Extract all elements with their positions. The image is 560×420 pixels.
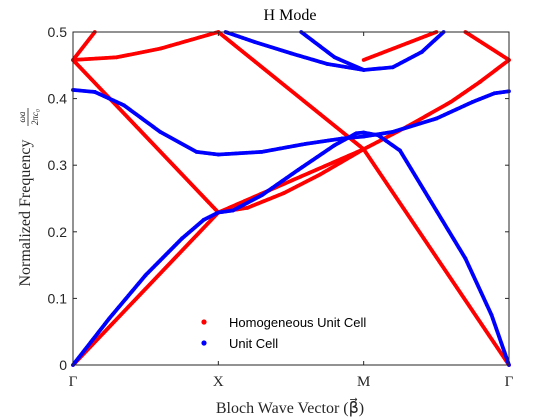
legend-marker-homogeneous	[201, 319, 207, 325]
x-tick-label: X	[213, 374, 224, 390]
band-curve	[71, 130, 511, 367]
series-unit-cell	[71, 30, 511, 367]
y-tick-label: 0.4	[48, 91, 68, 107]
y-axis-label-denominator: 2πc₀	[30, 109, 40, 125]
y-axis-label-numerator: ωa	[17, 111, 27, 122]
band-curve	[216, 30, 366, 152]
x-axis-label: Bloch Wave Vector (β⃗)	[216, 397, 364, 417]
band-curve	[361, 30, 439, 62]
y-tick-label: 0.1	[48, 290, 68, 306]
x-tick-label: Γ	[69, 374, 78, 390]
ticks-layer: 0 0.1 0.2 0.3 0.4 0.5 Γ X M Γ	[48, 24, 514, 390]
band-curve	[223, 30, 446, 72]
series-layer	[71, 30, 511, 367]
y-axis-label: Normalized Frequency	[17, 139, 34, 286]
band-curve	[71, 58, 221, 215]
band-curve	[71, 147, 511, 367]
legend-marker-unit-cell	[201, 340, 207, 346]
y-axis-label-group: Normalized Frequency ωa 2πc₀	[17, 108, 40, 287]
x-tick-label: Γ	[505, 374, 514, 390]
y-tick-label: 0	[59, 357, 67, 373]
legend-label-unit-cell: Unit Cell	[229, 336, 278, 351]
legend: Homogeneous Unit Cell Unit Cell	[201, 315, 366, 351]
axes-box	[72, 31, 510, 366]
band-curve	[463, 30, 511, 62]
chart-title: H Mode	[264, 7, 317, 24]
band-curve	[299, 30, 366, 72]
band-curve	[71, 30, 221, 62]
data-point	[361, 147, 366, 152]
data-point	[361, 68, 366, 72]
band-curve	[71, 88, 511, 157]
y-tick-label: 0.2	[48, 224, 68, 240]
x-tick-label: M	[357, 374, 370, 390]
legend-label-homogeneous: Homogeneous Unit Cell	[229, 315, 366, 330]
y-tick-label: 0.3	[48, 157, 68, 173]
y-tick-label: 0.5	[48, 24, 68, 40]
